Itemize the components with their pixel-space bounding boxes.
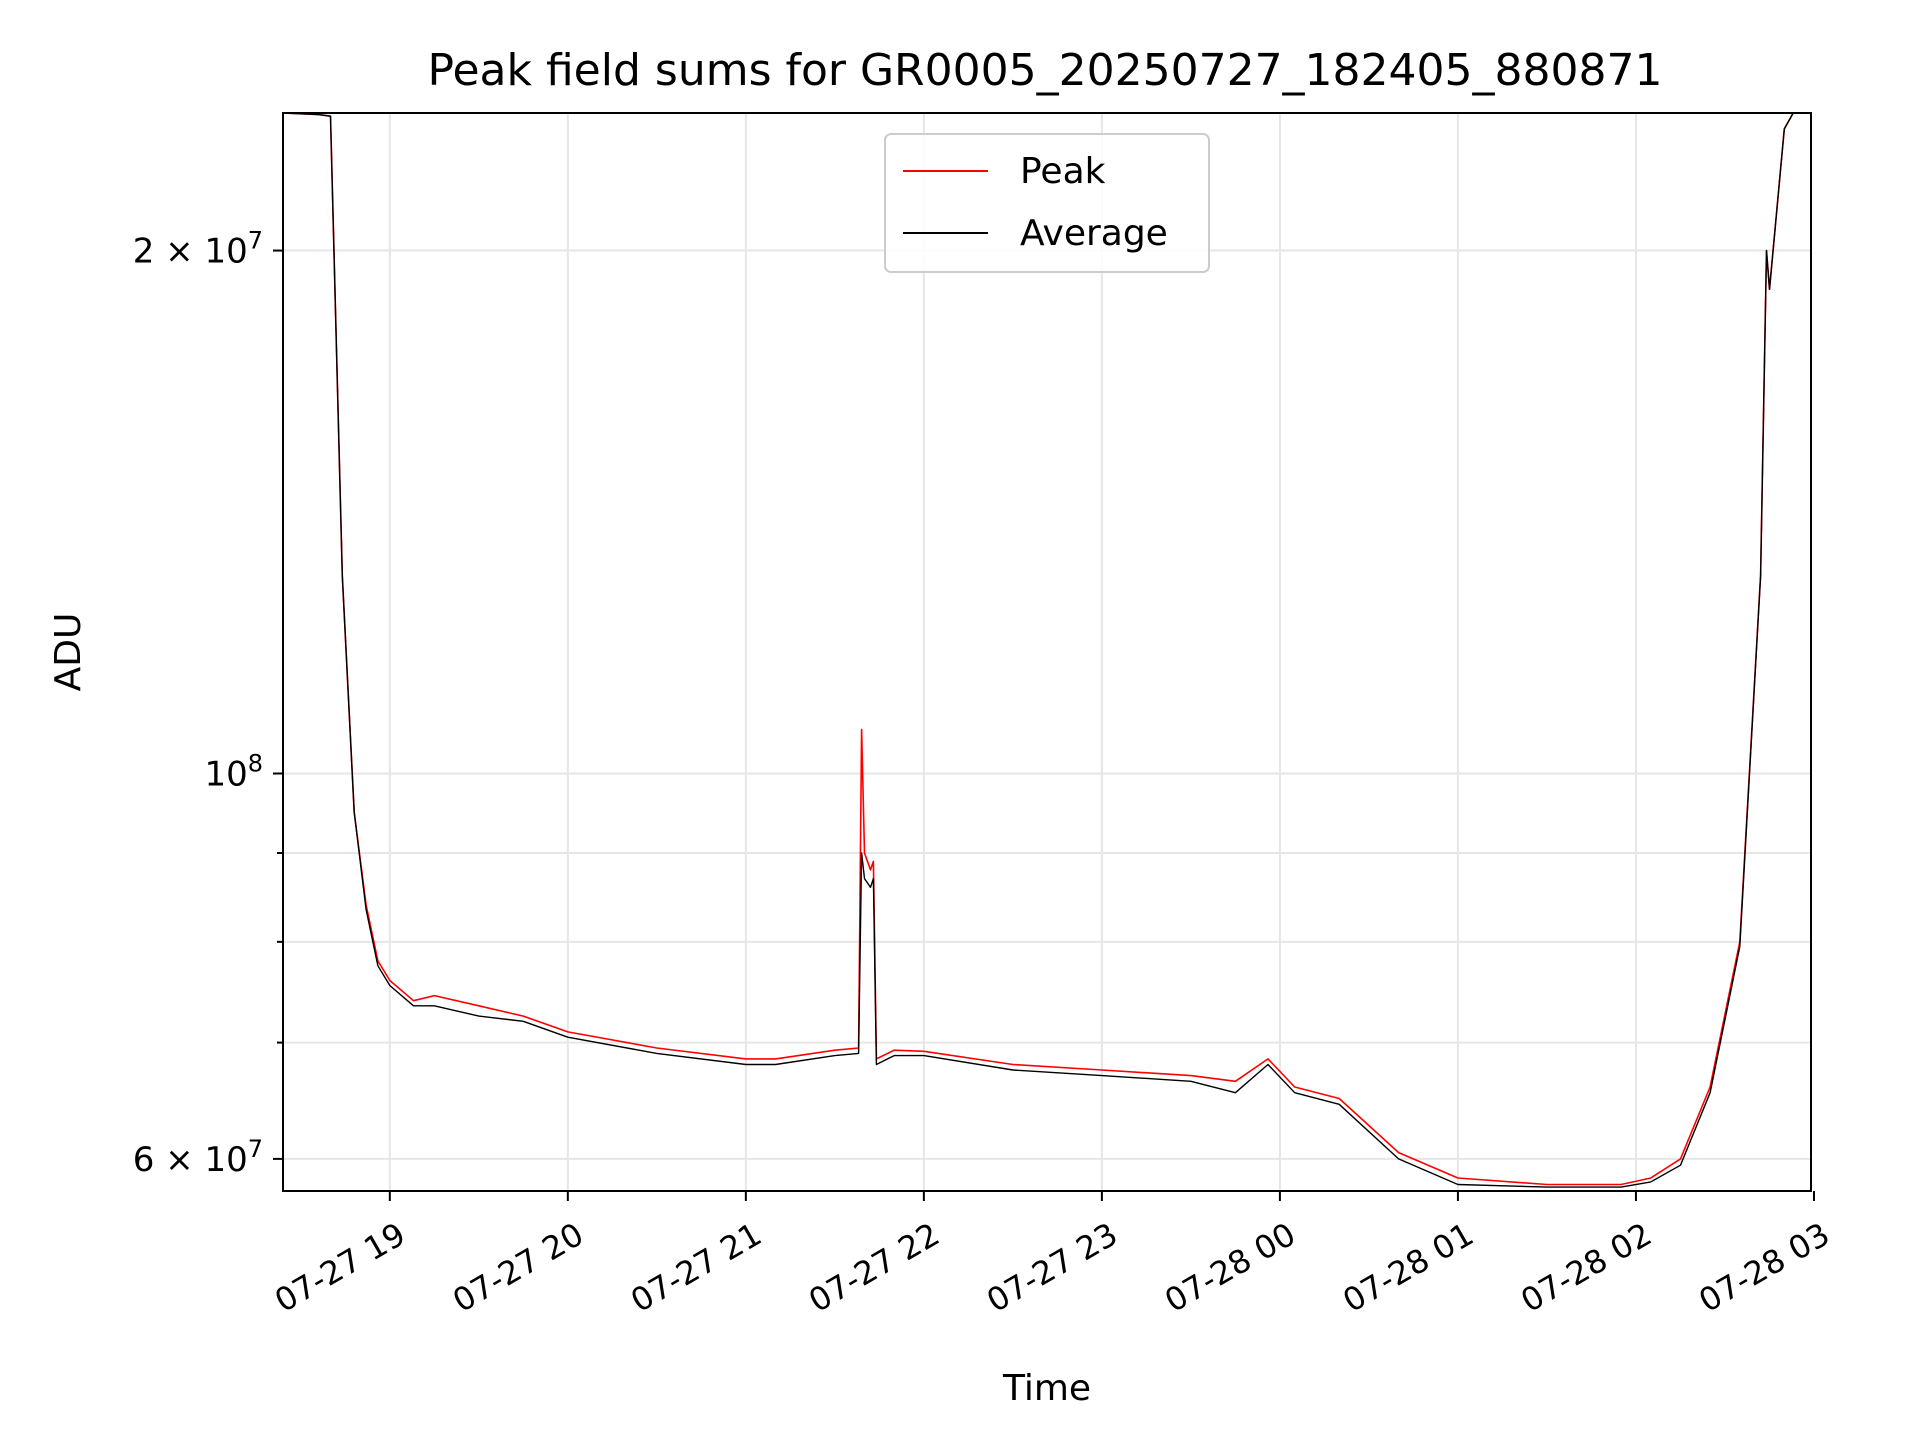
legend-box [884,133,1210,273]
y-tick-label: 6 × 107 [133,1135,263,1180]
series-line-average [282,112,1794,1188]
legend: Peak Average [884,133,1210,273]
legend-label-peak: Peak [1020,151,1106,192]
chart-title: Peak field sums for GR0005_20250727_1824… [428,45,1663,96]
y-axis: 108 2 × 107 6 × 107 [133,227,283,1180]
y-tick-label: 2 × 107 [133,227,263,272]
y-tick-label: 108 [204,749,263,794]
legend-label-average: Average [1020,213,1168,254]
plot-area-frame [282,112,1812,1192]
x-axis-label: Time [1002,1368,1091,1409]
y-axis-label: ADU [48,613,89,692]
series-layer [282,112,1794,1188]
